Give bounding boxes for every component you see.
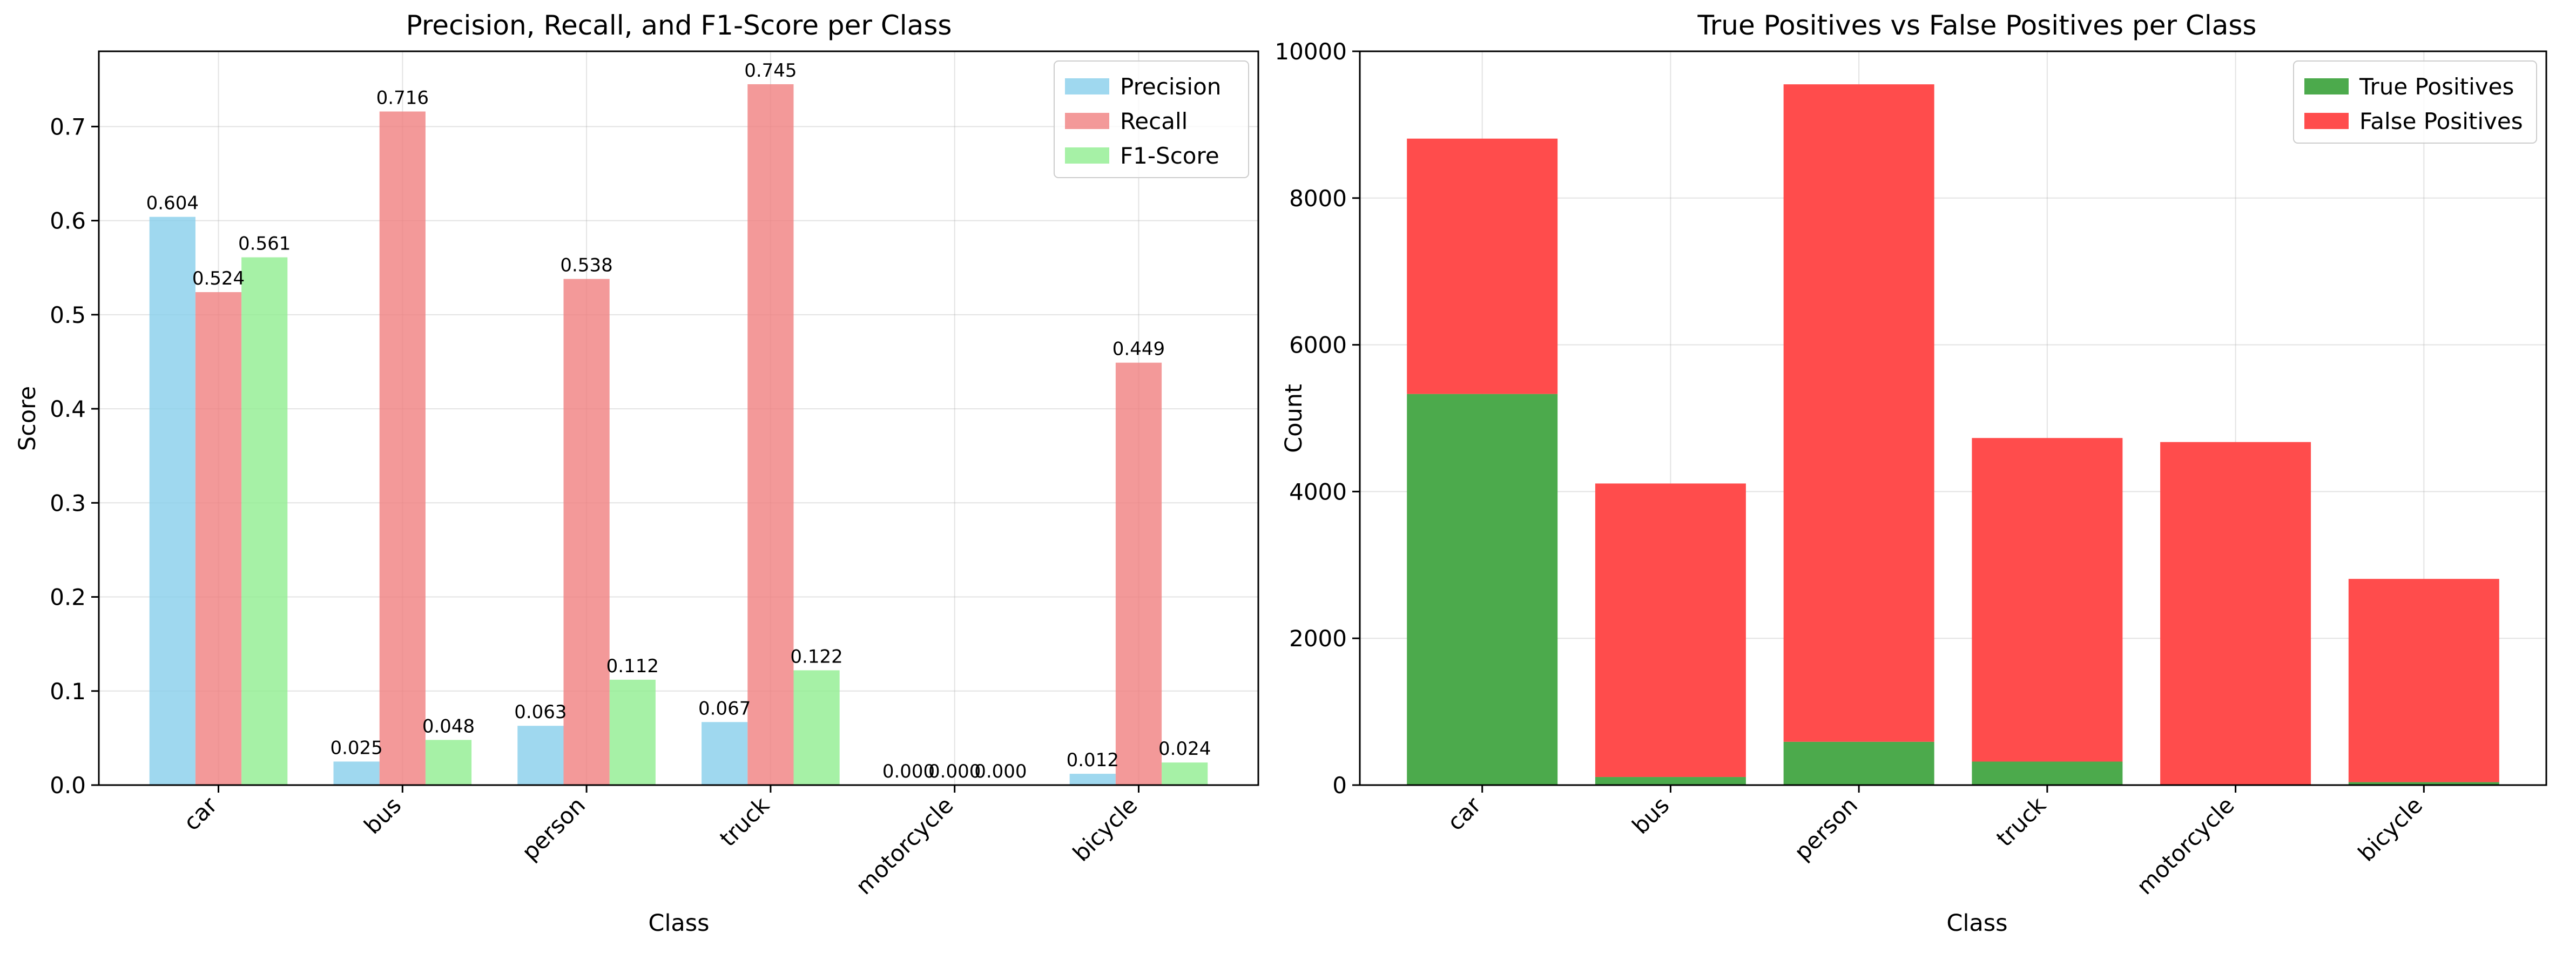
data-label-f1-score-truck: 0.122 — [790, 646, 842, 667]
data-labels: 0.604 0.025 0.063 0.067 0.000 0.012 0.524 0.716… — [146, 60, 1211, 782]
y-tick-label: 0.7 — [50, 113, 86, 140]
bar-true-positives-bicycle — [2348, 782, 2499, 785]
bar-true-positives-person — [1783, 741, 1934, 785]
bar-precision-bus — [333, 761, 380, 785]
y-tick-label: 0.5 — [50, 302, 86, 328]
y-tick-label: 0.4 — [50, 396, 86, 422]
bar-precision-car — [149, 217, 195, 786]
tp-fp-chart-ylabel: Count — [1280, 384, 1307, 453]
bar-recall-bus — [379, 111, 426, 785]
bar-recall-truck — [747, 84, 794, 786]
y-tick-label: 0 — [1332, 772, 1347, 799]
legend-swatch-recall — [1065, 113, 1109, 129]
bars — [149, 84, 1208, 786]
bar-f1-score-bus — [425, 740, 472, 785]
y-tick-label: 4000 — [1289, 478, 1347, 505]
bar-precision-bicycle — [1069, 774, 1116, 785]
data-label-precision-person: 0.063 — [514, 701, 567, 723]
legend-box — [2293, 60, 2537, 144]
bar-recall-bicycle — [1115, 362, 1162, 785]
data-label-recall-car: 0.524 — [192, 268, 245, 289]
legend: True Positives False Positives — [2293, 60, 2537, 144]
data-label-recall-person: 0.538 — [560, 255, 612, 276]
tp-fp-chart: True Positives vs False Positives per Cl… — [1274, 10, 2547, 937]
y-tick-label: 0.1 — [50, 678, 86, 705]
tp-fp-chart-title: True Positives vs False Positives per Cl… — [1697, 10, 2257, 41]
data-label-recall-motorcycle: 0.000 — [928, 761, 981, 782]
plot-frame — [1359, 50, 2547, 786]
y-tick-label: 0.0 — [50, 772, 86, 799]
legend-label-true-positives: True Positives — [2359, 73, 2514, 100]
legend-swatch-precision — [1065, 78, 1109, 94]
bar-false-positives-bicycle — [2348, 579, 2499, 782]
data-label-f1-score-person: 0.112 — [606, 655, 659, 677]
bar-false-positives-bus — [1595, 483, 1746, 778]
score-chart-ylabel: Score — [14, 386, 41, 451]
data-label-f1-score-bus: 0.048 — [422, 715, 475, 737]
legend-swatch-f1-score — [1065, 147, 1109, 164]
bar-recall-car — [195, 292, 242, 785]
legend-swatch-false-positives — [2304, 113, 2349, 129]
legend-swatch-true-positives — [2304, 78, 2349, 94]
bar-precision-truck — [702, 722, 748, 785]
bar-false-positives-motorcycle — [2160, 442, 2311, 785]
data-label-recall-bicycle: 0.449 — [1112, 339, 1165, 360]
score-chart-title: Precision, Recall, and F1-Score per Clas… — [406, 10, 952, 41]
bar-f1-score-truck — [793, 670, 840, 785]
bar-false-positives-person — [1783, 84, 1934, 742]
data-label-precision-truck: 0.067 — [698, 698, 751, 719]
legend-label-f1-score: F1-Score — [1120, 143, 1219, 169]
data-label-f1-score-bicycle: 0.024 — [1158, 738, 1211, 760]
y-tick-label: 0.6 — [50, 208, 86, 234]
bar-false-positives-car — [1407, 138, 1558, 394]
legend-label-false-positives: False Positives — [2359, 108, 2523, 134]
y-tick-label: 6000 — [1289, 332, 1347, 359]
y-tick-label: 0.2 — [50, 584, 86, 611]
data-label-f1-score-car: 0.561 — [238, 233, 291, 255]
plot-frame — [98, 50, 1259, 786]
bar-true-positives-bus — [1595, 777, 1746, 785]
score-chart-xlabel: Class — [648, 910, 709, 937]
bars — [1407, 84, 2499, 785]
data-label-precision-motorcycle: 0.000 — [882, 761, 935, 782]
y-tick-label: 10000 — [1274, 38, 1347, 65]
bar-f1-score-car — [241, 257, 288, 785]
bar-f1-score-person — [609, 679, 656, 785]
bar-precision-person — [517, 726, 564, 785]
y-tick-label: 8000 — [1289, 185, 1347, 212]
bar-true-positives-car — [1407, 394, 1558, 785]
legend: Precision Recall F1-Score — [1054, 60, 1249, 178]
data-label-recall-bus: 0.716 — [376, 87, 429, 109]
bar-f1-score-bicycle — [1162, 762, 1208, 785]
y-tick-label: 2000 — [1289, 625, 1347, 652]
bar-true-positives-truck — [1972, 761, 2123, 785]
legend-label-precision: Precision — [1120, 73, 1221, 100]
data-label-precision-car: 0.604 — [146, 193, 199, 214]
data-label-f1-score-motorcycle: 0.000 — [974, 761, 1027, 782]
legend-label-recall: Recall — [1120, 108, 1188, 134]
data-label-precision-bicycle: 0.012 — [1067, 749, 1119, 771]
tp-fp-chart-xlabel: Class — [1946, 910, 2007, 937]
bar-false-positives-truck — [1972, 438, 2123, 762]
data-label-recall-truck: 0.745 — [744, 60, 797, 82]
data-label-precision-bus: 0.025 — [330, 737, 382, 759]
y-tick-label: 0.3 — [50, 490, 86, 516]
bar-recall-person — [563, 279, 610, 785]
